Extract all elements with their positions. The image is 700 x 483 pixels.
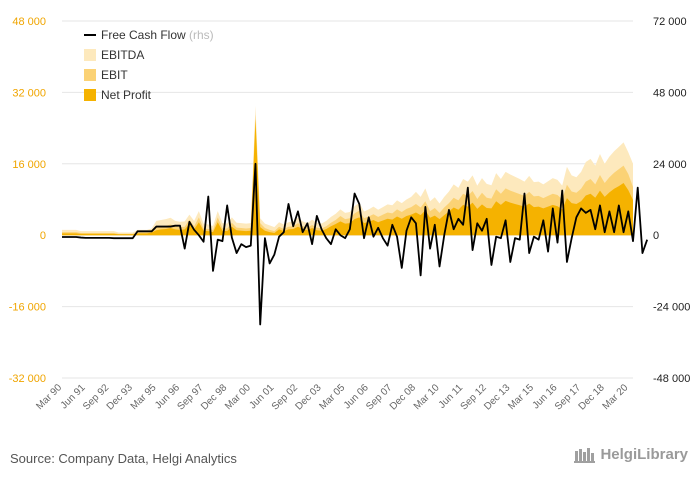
ebit-area xyxy=(62,114,633,236)
x-tick-label: Dec 93 xyxy=(105,382,135,412)
x-tick-label: Mar 10 xyxy=(412,382,442,412)
y-left-tick-label: -16 000 xyxy=(9,302,46,314)
x-tick-label: Mar 15 xyxy=(506,382,536,412)
x-tick-label: Dec 03 xyxy=(293,382,323,412)
y-left-tick-label: 32 000 xyxy=(12,87,46,99)
legend-label-ebit: EBIT xyxy=(101,68,128,82)
legend-label-fcf: Free Cash Flow xyxy=(101,28,186,42)
x-tick-label: Mar 05 xyxy=(317,382,347,412)
x-tick-label: Mar 90 xyxy=(34,382,64,412)
y-left-tick-label: 16 000 xyxy=(12,159,46,171)
x-tick-label: Mar 00 xyxy=(223,382,253,412)
y-right-tick-label: -48 000 xyxy=(653,373,690,385)
y-right-tick-label: 48 000 xyxy=(653,87,687,99)
y-right-tick-label: 72 000 xyxy=(653,16,687,28)
legend-swatch-net-profit xyxy=(84,89,96,101)
y-right-tick-label: 24 000 xyxy=(653,159,687,171)
x-tick-label: Mar 20 xyxy=(601,382,631,412)
y-right-tick-label: 0 xyxy=(653,230,659,242)
source-note: Source: Company Data, Helgi Analytics xyxy=(10,451,237,466)
y-left-tick-label: 0 xyxy=(40,230,46,242)
chart-svg: 48 000 32 000 16 000 0 -16 000 -32 000 72 000 4… xyxy=(9,16,691,413)
legend-swatch-ebitda xyxy=(84,49,96,61)
x-tick-label: Mar 95 xyxy=(129,382,159,412)
legend-label-net-profit: Net Profit xyxy=(101,88,152,102)
x-tick-label: Dec 13 xyxy=(482,382,512,412)
y-left-tick-label: -32 000 xyxy=(9,373,46,385)
x-tick-label: Dec 18 xyxy=(577,382,607,412)
legend-swatch-ebit xyxy=(84,69,96,81)
y-left-tick-label: 48 000 xyxy=(12,16,46,28)
net-profit-area xyxy=(62,119,633,236)
brand-logo[interactable]: HelgiLibrary xyxy=(574,446,688,463)
free-cash-flow-line xyxy=(62,162,649,326)
x-tick-label: Dec 98 xyxy=(199,382,229,412)
x-tick-label: Dec 08 xyxy=(388,382,418,412)
legend-label-fcf-rhs: (rhs) xyxy=(189,28,214,42)
y-right-tick-label: -24 000 xyxy=(653,302,690,314)
legend-label-ebitda: EBITDA xyxy=(101,48,144,62)
library-icon xyxy=(574,447,596,463)
brand-name: HelgiLibrary xyxy=(600,446,688,463)
